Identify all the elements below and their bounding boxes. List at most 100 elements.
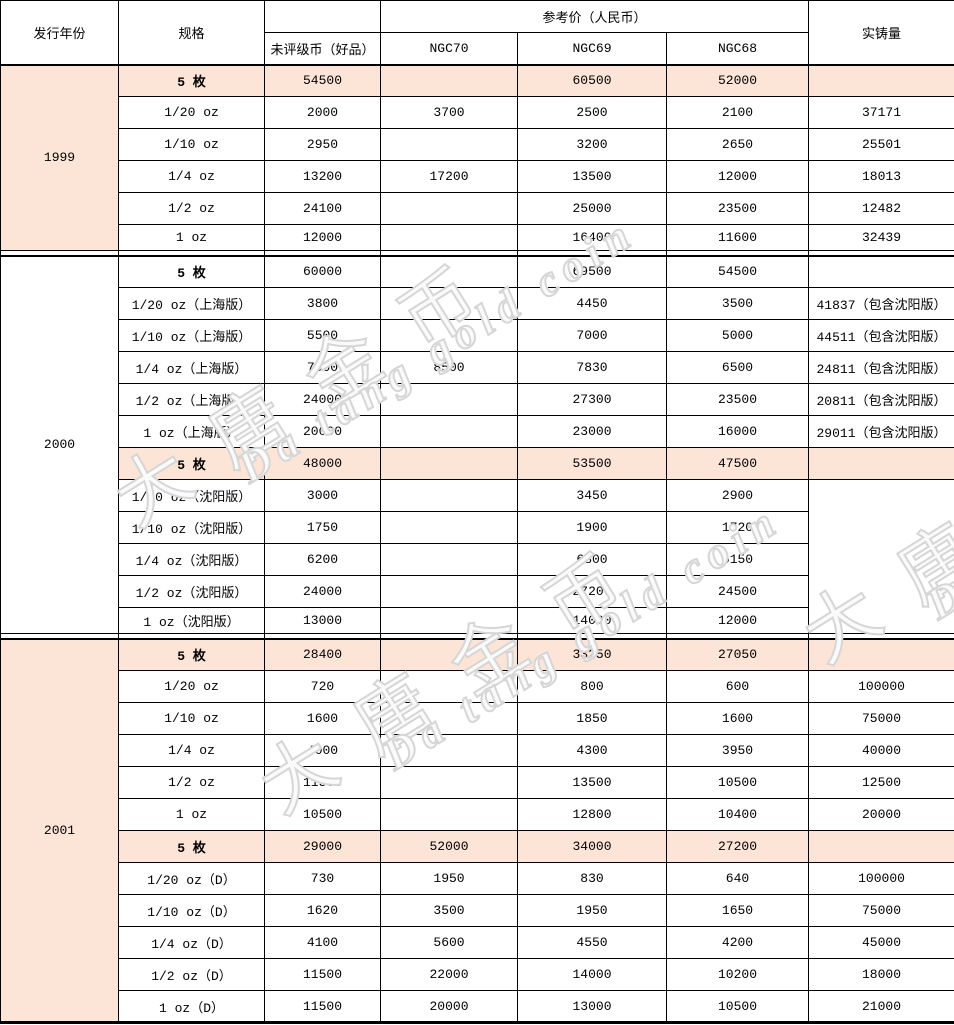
ngc69-price-cell: 16400 xyxy=(517,224,667,251)
ungraded-price-cell: 4000 xyxy=(264,734,381,767)
spec-cell: 5 枚 xyxy=(118,830,265,863)
ngc70-price-cell: 1950 xyxy=(380,862,518,895)
table-row: 1/4 oz（上海版） 7000 8500 7830 6500 24811（包含沈阳版） xyxy=(1,351,954,384)
ngc68-price-cell: 23500 xyxy=(665,383,810,416)
ungraded-price-cell: 12000 xyxy=(264,224,381,251)
ngc70-price-cell: 17200 xyxy=(380,160,518,193)
table-row: 1/10 oz（D） 1620 3500 1950 1650 75000 xyxy=(1,894,954,927)
spec-cell: 1 oz xyxy=(118,798,265,831)
ngc69-price-cell: 7830 xyxy=(517,351,667,384)
ngc69-price-cell: 2500 xyxy=(517,96,667,129)
mintage-cell: 32439 xyxy=(808,224,954,251)
ngc68-price-cell: 600 xyxy=(665,670,810,703)
ngc70-price-cell xyxy=(380,670,518,703)
spec-cell: 1 oz xyxy=(118,224,265,251)
mintage-cell: 75000 xyxy=(808,894,954,927)
mintage-cell: 21000 xyxy=(808,990,954,1024)
header-blank-cell xyxy=(264,0,381,33)
ngc70-price-cell: 22000 xyxy=(380,958,518,991)
mintage-cell: 100000 xyxy=(808,670,954,703)
ngc70-price-cell: 3700 xyxy=(380,96,518,129)
ngc68-price-cell: 10500 xyxy=(665,766,810,799)
mintage-cell: 29011（包含沈阳版） xyxy=(808,415,954,448)
ngc69-price-cell: 69500 xyxy=(517,255,667,288)
ngc68-price-cell: 54500 xyxy=(665,255,810,288)
mintage-cell: 20000 xyxy=(808,798,954,831)
mintage-cell xyxy=(808,64,954,97)
header-row-sub: 未评级币（好品） NGC70 NGC69 NGC68 xyxy=(1,32,954,66)
ngc69-price-cell: 33250 xyxy=(517,638,667,671)
spec-cell: 1 oz（沈阳版） xyxy=(118,607,265,634)
mintage-cell xyxy=(808,447,954,480)
spec-cell: 1/2 oz（沈阳版） xyxy=(118,575,265,608)
spec-cell: 1/10 oz（D） xyxy=(118,894,265,927)
ungraded-price-cell: 24000 xyxy=(264,575,381,608)
ngc70-price-cell xyxy=(380,319,518,352)
ngc69-price-cell: 27200 xyxy=(517,575,667,608)
spec-cell: 1/2 oz（上海版） xyxy=(118,383,265,416)
ungraded-price-cell: 24000 xyxy=(264,383,381,416)
ngc69-price-cell: 53500 xyxy=(517,447,667,480)
ungraded-price-cell: 2000 xyxy=(264,96,381,129)
ngc68-price-cell: 23500 xyxy=(665,192,810,225)
ungraded-price-cell: 60000 xyxy=(264,255,381,288)
spec-cell: 1/10 oz xyxy=(118,128,265,161)
ungraded-price-cell: 6200 xyxy=(264,543,381,576)
mintage-cell xyxy=(808,638,954,671)
table-row: 1/10 oz（上海版） 5500 7000 5000 44511（包含沈阳版） xyxy=(1,319,954,352)
table-row: 2000 5 枚 60000 69500 54500 xyxy=(0,255,954,634)
section-divider-cell xyxy=(665,633,810,640)
ungraded-price-cell: 29000 xyxy=(264,830,381,863)
ngc70-price-cell xyxy=(380,287,518,320)
ngc70-price-cell xyxy=(380,415,518,448)
ngc69-price-cell: 14000 xyxy=(517,607,667,634)
ngc70-price-cell xyxy=(380,543,518,576)
header-ngc68: NGC68 xyxy=(665,32,810,66)
mintage-cell xyxy=(808,830,954,863)
ungraded-price-cell: 1600 xyxy=(264,702,381,735)
ngc69-price-cell: 800 xyxy=(517,670,667,703)
ngc68-price-cell: 12000 xyxy=(665,160,810,193)
ngc70-price-cell xyxy=(380,383,518,416)
year-cell: 2000 xyxy=(0,255,119,634)
table-row: 1/20 oz（沈阳版） 3000 3450 2900 xyxy=(1,479,954,634)
header-ungraded: 未评级币（好品） xyxy=(264,32,381,66)
ngc70-price-cell xyxy=(380,607,518,634)
mintage-cell: 40000 xyxy=(808,734,954,767)
spec-cell: 1/20 oz（上海版） xyxy=(118,287,265,320)
table-row: 1999 5 枚 54500 60500 52000 xyxy=(0,64,954,251)
table-row: 1/20 oz 2000 3700 2500 2100 37171 xyxy=(1,96,954,129)
table-body: 1999 5 枚 54500 60500 52000 1/20 oz 2000 3700 250… xyxy=(0,64,954,1024)
ngc68-price-cell: 5000 xyxy=(665,319,810,352)
ngc69-price-cell: 34000 xyxy=(517,830,667,863)
spec-cell: 5 枚 xyxy=(118,255,265,288)
table-row: 1/2 oz 24100 25000 23500 12482 xyxy=(1,192,954,225)
mintage-cell: 18000 xyxy=(808,958,954,991)
spec-cell: 1/10 oz（上海版） xyxy=(118,319,265,352)
ngc68-price-cell: 47500 xyxy=(665,447,810,480)
header-ngc69: NGC69 xyxy=(517,32,667,66)
ungraded-price-cell: 1750 xyxy=(264,511,381,544)
mintage-cell: 44511（包含沈阳版） xyxy=(808,319,954,352)
table-row: 1/4 oz 4000 4300 3950 40000 xyxy=(1,734,954,767)
ngc69-price-cell: 13500 xyxy=(517,766,667,799)
table-row: 1/2 oz（D） 11500 22000 14000 10200 18000 xyxy=(1,958,954,991)
table-row: 5 枚 48000 53500 47500 xyxy=(1,447,954,480)
ngc69-price-cell: 23000 xyxy=(517,415,667,448)
header-ngc70: NGC70 xyxy=(380,32,518,66)
ngc69-price-cell: 830 xyxy=(517,862,667,895)
mintage-cell: 37171 xyxy=(808,96,954,129)
table-row: 1/20 oz 720 800 600 100000 xyxy=(1,670,954,703)
year-cell: 2001 xyxy=(0,638,119,1023)
mintage-cell: 25501 xyxy=(808,128,954,161)
ungraded-price-cell: 11500 xyxy=(264,766,381,799)
mintage-cell xyxy=(808,255,954,288)
ungraded-price-cell: 28400 xyxy=(264,638,381,671)
table-row: 1/20 oz（上海版） 3800 4450 3500 41837（包含沈阳版） xyxy=(1,287,954,320)
ungraded-price-cell: 7000 xyxy=(264,351,381,384)
table-row: 1/20 oz（D） 730 1950 830 640 100000 xyxy=(1,862,954,895)
table-row: 1/2 oz（上海版） 24000 27300 23500 20811（包含沈阳版） xyxy=(1,383,954,416)
spec-cell: 1/20 oz xyxy=(118,670,265,703)
mintage-cell: 20811（包含沈阳版） xyxy=(808,383,954,416)
spec-cell: 5 枚 xyxy=(118,447,265,480)
